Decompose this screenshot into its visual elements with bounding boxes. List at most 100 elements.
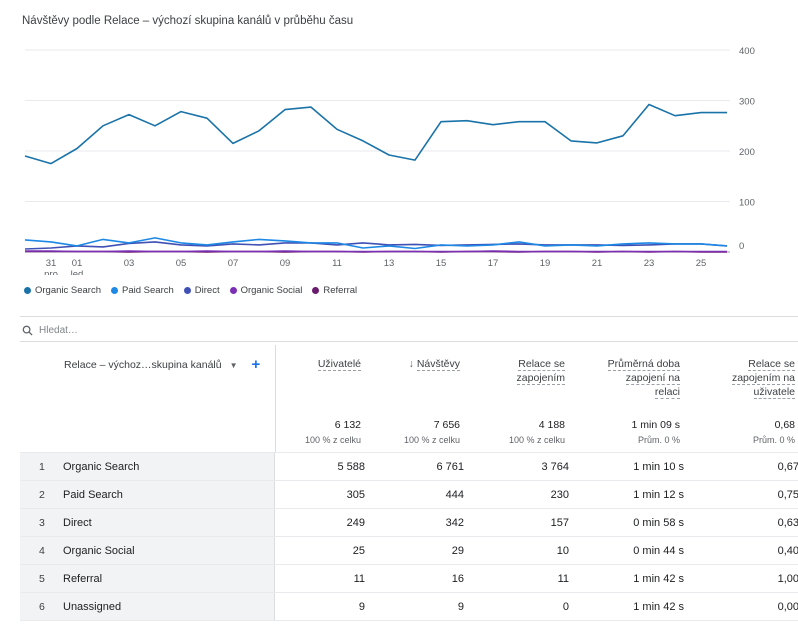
x-tick-label: 19: [540, 258, 551, 269]
table-row[interactable]: 4 Organic Social 25 29 10 0 min 44 s 0,40: [20, 536, 798, 565]
table-row[interactable]: 6 Unassigned 9 9 0 1 min 42 s 0,00: [20, 592, 798, 621]
legend-item[interactable]: Direct: [183, 285, 220, 296]
divider: [20, 341, 798, 342]
legend-dot-icon: [229, 287, 237, 294]
x-tick-label: 17: [488, 258, 499, 269]
series-line-organic-search[interactable]: [24, 103, 727, 165]
column-total-percent: 100 % z celku: [403, 435, 460, 445]
legend-label: Direct: [194, 285, 220, 296]
metric-cell: 0,67: [777, 461, 798, 473]
metric-cell: 9: [358, 601, 365, 613]
metric-cell: 11: [557, 573, 569, 585]
dimension-value: Organic Social: [63, 545, 135, 557]
legend-label: Organic Search: [35, 285, 102, 296]
x-tick-label: 13: [384, 258, 395, 269]
y-tick-label: 400: [739, 46, 755, 57]
x-tick-label: 25: [696, 258, 707, 269]
column-total: 6 132: [334, 419, 361, 431]
x-tick-label: 03: [124, 258, 135, 269]
column-header[interactable]: Uživatelé 6 132 100 % z celku: [278, 345, 363, 452]
metric-cell: 0 min 58 s: [633, 517, 684, 529]
x-tick-label: 07: [228, 258, 239, 269]
y-tick-label: 200: [739, 147, 755, 158]
metric-cell: 444: [445, 489, 464, 501]
column-header-label: zapojením: [516, 372, 565, 385]
dimension-selector[interactable]: Relace – výchoz…skupina kanálů: [64, 359, 222, 371]
metric-cell: 0 min 44 s: [633, 545, 684, 557]
dimension-cell-bg: [20, 453, 275, 481]
metric-cell: 1 min 42 s: [633, 601, 684, 613]
column-header-label: relaci: [654, 386, 680, 399]
row-number: 3: [39, 517, 45, 529]
legend-item[interactable]: Organic Social: [229, 285, 303, 296]
table-row[interactable]: 2 Paid Search 305 444 230 1 min 12 s 0,75: [20, 480, 798, 509]
column-total-percent: 100 % z celku: [304, 435, 361, 445]
legend-label: Referral: [323, 285, 358, 296]
column-header-label: Průměrná doba: [607, 358, 680, 371]
divider: [20, 316, 798, 317]
series-line-paid-search[interactable]: [24, 237, 728, 250]
metric-cell: 1 min 12 s: [633, 489, 684, 501]
dropdown-caret-icon[interactable]: ▼: [229, 360, 238, 370]
table-search[interactable]: Hledat…: [22, 325, 78, 336]
metric-cell: 29: [451, 545, 464, 557]
metric-cell: 11: [353, 573, 365, 585]
column-header[interactable]: Relace se zapojením 4 188 100 % z celku: [464, 345, 567, 452]
metric-cell: 1,00: [777, 573, 798, 585]
metric-cell: 0,75: [777, 489, 798, 501]
search-input[interactable]: Hledat…: [39, 325, 78, 336]
column-header-label: zapojení na: [625, 372, 680, 385]
add-dimension-icon[interactable]: +: [251, 356, 261, 373]
x-tick-label: 21: [592, 258, 603, 269]
x-tick-label: 31: [46, 258, 57, 269]
y-tick-label: 0: [739, 241, 744, 252]
metric-cell: 9: [457, 601, 464, 613]
column-header[interactable]: Relace se zapojením na uživatele 0,68 Prům. …: [684, 345, 797, 452]
metric-cell: 0,63: [777, 517, 798, 529]
series-line-organic-social[interactable]: [25, 250, 727, 253]
legend-dot-icon: [111, 287, 119, 294]
legend-dot-icon: [183, 287, 191, 294]
x-tick-label: 23: [644, 258, 655, 269]
column-header[interactable]: Průměrná doba zapojení na relaci 1 min 09 s…: [569, 345, 682, 452]
metric-cell: 0,40: [777, 545, 798, 557]
x-tick-label: 01: [72, 258, 83, 269]
metric-cell: 16: [451, 573, 464, 585]
dimension-value: Organic Search: [63, 461, 140, 473]
legend-dot-icon: [24, 287, 31, 294]
row-number: 2: [39, 489, 45, 501]
column-total-percent: 100 % z celku: [508, 435, 565, 445]
x-tick-sublabel: pro: [44, 269, 58, 275]
x-tick-sublabel: led: [71, 269, 84, 275]
metric-cell: 230: [550, 489, 569, 501]
metric-cell: 157: [550, 517, 569, 529]
table-row[interactable]: 1 Organic Search 5 588 6 761 3 764 1 min 10 s…: [20, 452, 798, 481]
column-header-label: Relace se: [748, 358, 795, 371]
dimension-cell-bg: [20, 565, 275, 593]
dimension-value: Unassigned: [63, 601, 122, 613]
legend-item[interactable]: Referral: [312, 285, 357, 296]
column-total: 1 min 09 s: [631, 419, 680, 431]
table-row[interactable]: 5 Referral 11 16 11 1 min 42 s 1,00: [20, 564, 798, 593]
legend-label: Organic Social: [240, 285, 303, 296]
column-header-label: Relace se: [518, 358, 565, 371]
x-tick-label: 09: [280, 258, 291, 269]
chart-legend: Organic Search Paid Search Direct Organic S…: [24, 285, 357, 296]
table-row[interactable]: 3 Direct 249 342 157 0 min 58 s 0,63: [20, 508, 798, 537]
x-tick-label: 05: [176, 258, 187, 269]
metric-cell: 1 min 42 s: [633, 573, 684, 585]
chart-title: Návštěvy podle Relace – výchozí skupina …: [22, 15, 354, 27]
table-bottom-border: [20, 620, 798, 621]
row-number: 4: [39, 545, 45, 557]
legend-item[interactable]: Paid Search: [111, 285, 174, 296]
column-total-percent: Prům. 0 %: [752, 435, 795, 445]
column-total: 4 188: [538, 419, 565, 431]
dimension-cell-bg: [20, 509, 275, 537]
y-tick-label: 300: [739, 97, 755, 108]
column-total: 7 656: [433, 419, 460, 431]
legend-item[interactable]: Organic Search: [24, 285, 101, 296]
dimension-cell-bg: [20, 481, 275, 509]
column-header[interactable]: ↓ Návštěvy 7 656 100 % z celku: [365, 345, 462, 452]
row-number: 1: [39, 461, 45, 473]
